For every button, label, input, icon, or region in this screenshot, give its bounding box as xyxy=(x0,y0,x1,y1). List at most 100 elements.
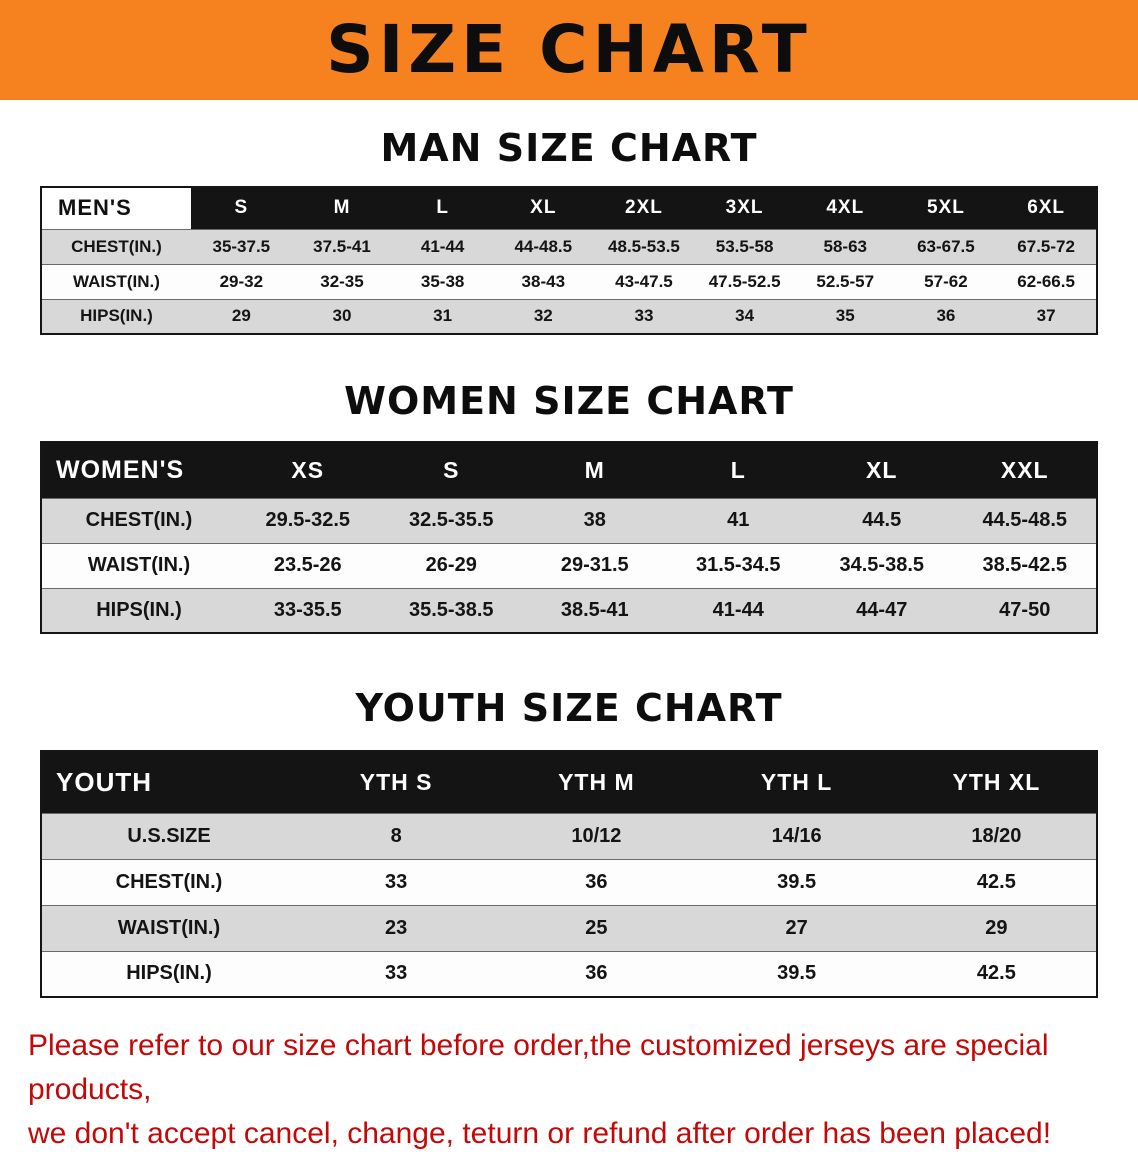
size-col-header: 4XL xyxy=(794,186,896,229)
size-col-header: S xyxy=(191,186,292,229)
youth-waist-row: WAIST(IN.) 23 25 27 29 xyxy=(41,904,1097,951)
size-value-cell: 47.5-52.5 xyxy=(694,263,795,299)
youth-size-table: YOUTH YTH S YTH M YTH L YTH XL U.S.SIZE … xyxy=(40,750,1098,998)
size-value-cell: 31.5-34.5 xyxy=(666,542,810,588)
size-value-cell: 23 xyxy=(296,904,497,951)
youth-section-heading: YOUTH SIZE CHART xyxy=(355,686,783,730)
youth-chest-row: CHEST(IN.) 33 36 39.5 42.5 xyxy=(41,858,1097,905)
youth-table-label: YOUTH xyxy=(41,750,296,813)
men-table-label: MEN'S xyxy=(41,186,191,229)
size-value-cell: 29 xyxy=(896,904,1097,951)
size-value-cell: 31 xyxy=(392,298,493,334)
size-col-header: XXL xyxy=(953,441,1097,498)
size-value-cell: 39.5 xyxy=(696,950,897,997)
youth-hips-row: HIPS(IN.) 33 36 39.5 42.5 xyxy=(41,950,1097,997)
size-value-cell: 58-63 xyxy=(794,228,896,264)
size-value-cell: 35.5-38.5 xyxy=(379,587,523,633)
men-chest-row: CHEST(IN.) 35-37.5 37.5-41 41-44 44-48.5… xyxy=(41,228,1097,264)
size-value-cell: 33 xyxy=(296,858,497,905)
size-col-header: YTH XL xyxy=(896,750,1097,813)
size-value-cell: 47-50 xyxy=(953,587,1097,633)
size-value-cell: 37 xyxy=(996,298,1097,334)
size-value-cell: 26-29 xyxy=(379,542,523,588)
size-value-cell: 41-44 xyxy=(666,587,810,633)
disclaimer: Please refer to our size chart before or… xyxy=(28,1024,1114,1156)
row-label: HIPS(IN.) xyxy=(41,950,296,997)
size-value-cell: 35-37.5 xyxy=(191,228,292,264)
women-size-table: WOMEN'S XS S M L XL XXL CHEST(IN.) 29.5-… xyxy=(40,441,1098,634)
size-value-cell: 41-44 xyxy=(392,228,493,264)
size-value-cell: 52.5-57 xyxy=(794,263,896,299)
page-title: SIZE CHART xyxy=(326,11,812,88)
men-hips-row: HIPS(IN.) 29 30 31 32 33 34 35 36 37 xyxy=(41,298,1097,334)
size-value-cell: 33 xyxy=(296,950,497,997)
row-label: CHEST(IN.) xyxy=(41,858,296,905)
row-label: CHEST(IN.) xyxy=(41,228,191,264)
size-value-cell: 14/16 xyxy=(696,812,897,859)
disclaimer-line-1: Please refer to our size chart before or… xyxy=(28,1029,1049,1106)
size-value-cell: 42.5 xyxy=(896,950,1097,997)
size-col-header: M xyxy=(291,186,393,229)
men-size-table: MEN'S S M L XL 2XL 3XL 4XL 5XL 6XL CHEST… xyxy=(40,186,1098,335)
size-value-cell: 34.5-38.5 xyxy=(810,542,954,588)
size-value-cell: 44.5-48.5 xyxy=(953,497,1097,543)
size-col-header: 5XL xyxy=(895,186,997,229)
size-value-cell: 25 xyxy=(496,904,697,951)
size-value-cell: 67.5-72 xyxy=(996,228,1097,264)
size-value-cell: 43-47.5 xyxy=(593,263,695,299)
size-value-cell: 44.5 xyxy=(810,497,954,543)
youth-header-row: YOUTH YTH S YTH M YTH L YTH XL xyxy=(41,750,1097,813)
size-col-header: L xyxy=(392,186,493,229)
row-label: U.S.SIZE xyxy=(41,812,296,859)
size-value-cell: 36 xyxy=(496,858,697,905)
row-label: WAIST(IN.) xyxy=(41,263,191,299)
size-value-cell: 38.5-42.5 xyxy=(953,542,1097,588)
size-col-header: XS xyxy=(236,441,380,498)
size-value-cell: 29.5-32.5 xyxy=(236,497,380,543)
size-value-cell: 33-35.5 xyxy=(236,587,380,633)
size-value-cell: 53.5-58 xyxy=(694,228,795,264)
youth-ussize-row: U.S.SIZE 8 10/12 14/16 18/20 xyxy=(41,812,1097,859)
size-value-cell: 38 xyxy=(523,497,667,543)
row-label: CHEST(IN.) xyxy=(41,497,236,543)
size-value-cell: 38-43 xyxy=(492,263,594,299)
row-label: WAIST(IN.) xyxy=(41,542,236,588)
disclaimer-line-2: we don't accept cancel, change, teturn o… xyxy=(28,1117,1052,1150)
size-value-cell: 41 xyxy=(666,497,810,543)
size-value-cell: 37.5-41 xyxy=(291,228,393,264)
size-value-cell: 38.5-41 xyxy=(523,587,667,633)
size-col-header: XL xyxy=(492,186,594,229)
size-col-header: XL xyxy=(810,441,954,498)
size-value-cell: 57-62 xyxy=(895,263,997,299)
women-table-label: WOMEN'S xyxy=(41,441,236,498)
size-value-cell: 32-35 xyxy=(291,263,393,299)
row-label: HIPS(IN.) xyxy=(41,298,191,334)
size-value-cell: 29 xyxy=(191,298,292,334)
size-col-header: M xyxy=(523,441,667,498)
banner: SIZE CHART xyxy=(0,0,1138,100)
size-col-header: 3XL xyxy=(694,186,795,229)
size-value-cell: 8 xyxy=(296,812,497,859)
size-col-header: YTH M xyxy=(496,750,697,813)
row-label: HIPS(IN.) xyxy=(41,587,236,633)
size-col-header: YTH L xyxy=(696,750,897,813)
men-section-heading: MAN SIZE CHART xyxy=(380,126,758,170)
size-value-cell: 10/12 xyxy=(496,812,697,859)
women-hips-row: HIPS(IN.) 33-35.5 35.5-38.5 38.5-41 41-4… xyxy=(41,587,1097,633)
women-chest-row: CHEST(IN.) 29.5-32.5 32.5-35.5 38 41 44.… xyxy=(41,497,1097,543)
size-value-cell: 35-38 xyxy=(392,263,493,299)
size-col-header: YTH S xyxy=(296,750,497,813)
size-value-cell: 30 xyxy=(291,298,393,334)
size-value-cell: 35 xyxy=(794,298,896,334)
size-value-cell: 29-32 xyxy=(191,263,292,299)
size-col-header: S xyxy=(379,441,523,498)
size-col-header: 6XL xyxy=(996,186,1097,229)
size-value-cell: 48.5-53.5 xyxy=(593,228,695,264)
women-waist-row: WAIST(IN.) 23.5-26 26-29 29-31.5 31.5-34… xyxy=(41,542,1097,588)
men-waist-row: WAIST(IN.) 29-32 32-35 35-38 38-43 43-47… xyxy=(41,263,1097,299)
size-col-header: 2XL xyxy=(593,186,695,229)
size-value-cell: 23.5-26 xyxy=(236,542,380,588)
size-value-cell: 62-66.5 xyxy=(996,263,1097,299)
size-value-cell: 42.5 xyxy=(896,858,1097,905)
size-value-cell: 39.5 xyxy=(696,858,897,905)
